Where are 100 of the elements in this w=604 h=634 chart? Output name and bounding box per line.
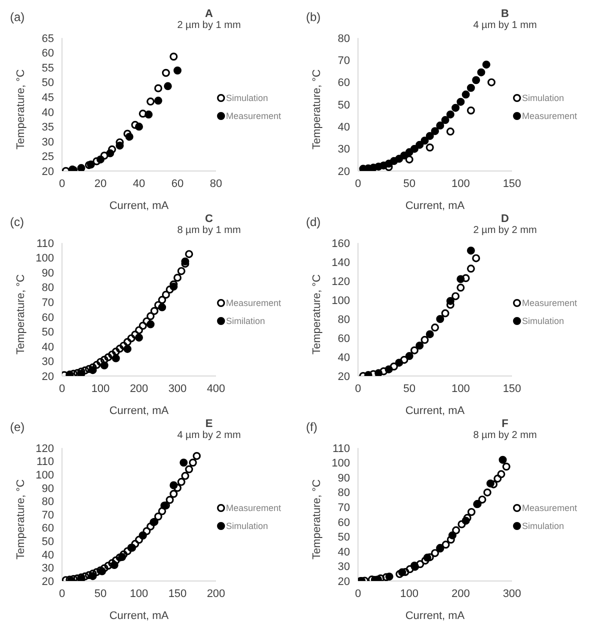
y-tick-label: 80 <box>42 496 54 508</box>
text: (e) <box>10 420 25 434</box>
legend-label: Simulation <box>226 520 268 530</box>
x-tick-label: 0 <box>58 382 66 395</box>
y-tick-label: 60 <box>42 312 54 324</box>
y-tick-label: 25 <box>42 151 54 164</box>
legend-label: Simulation <box>522 316 564 326</box>
y-tick-label: 60 <box>338 77 350 90</box>
y-tick-label: 90 <box>338 472 350 484</box>
y-tick-label: 70 <box>42 509 54 522</box>
y-tick-label: 140 <box>332 256 350 269</box>
x-tick-label: 50 <box>94 588 107 600</box>
x-axis-title: Current, mA <box>109 610 170 622</box>
x-axis-title: Current, mA <box>405 405 466 417</box>
y-tick-label: 35 <box>42 122 54 134</box>
y-tick-label: 50 <box>338 532 350 544</box>
y-tick-label: 90 <box>42 267 54 280</box>
y-tick-label: 50 <box>338 99 350 112</box>
y-tick-label: 80 <box>338 487 350 500</box>
x-tick-label: 40 <box>132 178 146 190</box>
y-tick-label: 100 <box>332 294 350 307</box>
y-tick-label: 60 <box>42 522 54 535</box>
y-tick-label: 110 <box>36 238 54 250</box>
y-tick-label: 80 <box>338 32 350 45</box>
x-axis-title: Current, mA <box>405 610 466 622</box>
y-axis-title: Temperature, °C <box>310 479 323 560</box>
text: (c) <box>10 215 24 229</box>
x-axis-title: Current, mA <box>109 200 170 212</box>
y-tick-label: 20 <box>42 166 54 178</box>
text: (d) <box>306 215 321 229</box>
y-tick-label: 20 <box>42 576 54 588</box>
x-tick-label: 0 <box>354 382 362 395</box>
y-tick-label: 40 <box>42 549 54 562</box>
y-axis-title: Temperature, °C <box>310 274 323 354</box>
text: (a) <box>10 10 25 24</box>
y-axis-title: Temperature, °C <box>14 274 27 354</box>
x-tick-label: 80 <box>210 178 222 190</box>
y-tick-label: 100 <box>36 470 54 482</box>
legend-label: Measurement <box>226 502 282 512</box>
x-tick-label: 20 <box>94 178 107 190</box>
text: (b) <box>306 10 321 24</box>
y-tick-label: 20 <box>338 370 350 383</box>
legend-label: Simulation <box>226 92 268 102</box>
x-tick-label: 300 <box>502 588 522 600</box>
y-axis-title: Temperature, °C <box>14 479 27 560</box>
chart-subtitle: 2 µm by 1 mm <box>176 20 242 31</box>
y-tick-label: 100 <box>332 458 350 470</box>
y-tick-label: 60 <box>338 332 350 345</box>
y-tick-label: 65 <box>42 32 54 45</box>
y-tick-label: 40 <box>338 352 350 364</box>
chart-subtitle: 2 µm by 2 mm <box>472 225 538 236</box>
x-tick-label: 0 <box>354 588 362 600</box>
x-tick-label: 50 <box>403 178 416 190</box>
x-tick-label: 150 <box>168 588 187 600</box>
legend-label: Simulation <box>522 92 564 102</box>
y-tick-label: 55 <box>42 62 54 74</box>
x-tick-label: 200 <box>206 588 226 600</box>
legend-label: Measurement <box>226 110 282 120</box>
y-tick-label: 40 <box>338 546 350 558</box>
y-tick-label: 70 <box>338 55 350 68</box>
y-tick-label: 80 <box>42 282 54 294</box>
y-tick-label: 50 <box>42 326 54 339</box>
legend-label: Similation <box>226 316 266 326</box>
y-tick-label: 20 <box>42 370 54 383</box>
y-tick-label: 60 <box>42 48 54 60</box>
legend-label: Measurement <box>226 298 282 308</box>
x-tick-label: 100 <box>451 178 470 190</box>
y-tick-label: 120 <box>36 442 54 455</box>
x-tick-label: 50 <box>403 382 416 395</box>
y-tick-label: 50 <box>42 77 54 90</box>
y-tick-label: 40 <box>42 106 54 119</box>
y-tick-label: 110 <box>36 456 54 468</box>
x-tick-label: 200 <box>130 382 148 395</box>
y-tick-label: 40 <box>42 341 54 354</box>
chart-title: D <box>500 213 510 225</box>
chart-subtitle: 8 µm by 1 mm <box>176 225 242 236</box>
y-tick-label: 45 <box>42 92 54 104</box>
chart-subtitle: 8 µm by 2 mm <box>472 430 538 441</box>
text: (f) <box>306 420 318 434</box>
y-tick-label: 40 <box>338 122 350 134</box>
x-tick-label: 150 <box>502 178 522 190</box>
y-tick-label: 30 <box>42 136 54 148</box>
y-tick-label: 120 <box>332 276 350 288</box>
y-axis-title: Temperature, °C <box>310 69 323 150</box>
chart-subtitle: 4 µm by 1 mm <box>472 20 538 31</box>
legend-label: Simulation <box>522 520 564 530</box>
x-tick-label: 300 <box>168 382 187 395</box>
y-tick-label: 110 <box>332 442 350 455</box>
y-tick-label: 30 <box>338 144 350 156</box>
y-tick-label: 60 <box>338 516 350 529</box>
x-axis-title: Current, mA <box>109 405 170 417</box>
chart-title: C <box>204 213 214 225</box>
y-tick-label: 20 <box>338 166 350 178</box>
y-tick-label: 20 <box>338 576 350 588</box>
chart-title: B <box>500 8 510 20</box>
x-tick-label: 0 <box>58 588 66 600</box>
x-tick-label: 100 <box>91 382 110 395</box>
chart-title: F <box>500 418 510 430</box>
y-tick-label: 50 <box>42 536 54 548</box>
x-tick-label: 100 <box>130 588 148 600</box>
